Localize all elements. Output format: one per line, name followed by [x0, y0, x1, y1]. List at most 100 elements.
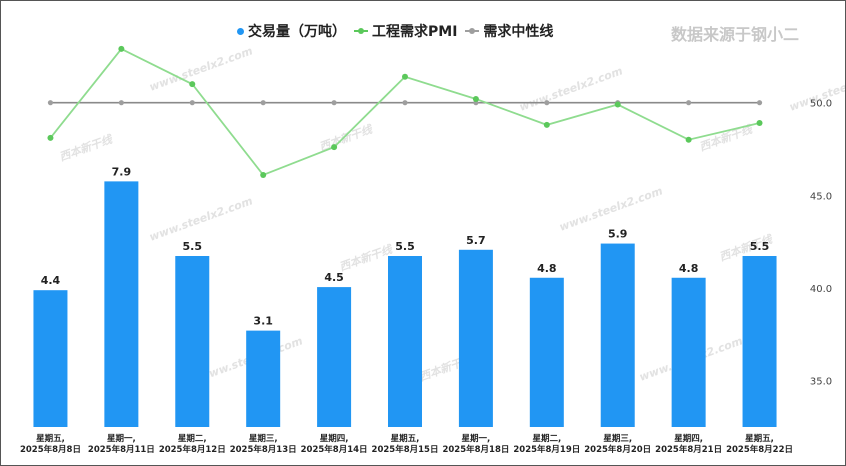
legend-neutral-label: 需求中性线 — [483, 24, 554, 40]
bar-data-label: 4.8 — [679, 262, 699, 275]
y-tick-label: 40.0 — [810, 284, 832, 295]
bar — [33, 290, 68, 427]
y-axis-right: 35.0 40.0 45.0 50.0 — [810, 99, 832, 388]
bar-data-label: 5.5 — [183, 240, 203, 253]
legend-item-neutral[interactable]: 需求中性线 — [465, 21, 553, 41]
x-tick-label-line: 2025年8月13日 — [230, 444, 297, 455]
bar — [458, 249, 493, 427]
pmi-point — [260, 171, 267, 178]
neutral-point — [260, 100, 266, 106]
legend-item-pmi[interactable]: 工程需求PMI — [354, 21, 457, 41]
bar — [388, 256, 422, 427]
pmi-point — [756, 120, 763, 127]
x-tick-label: 星期五, 2025年8月8日 — [20, 433, 81, 455]
x-tick-label-line: 2025年8月11日 — [88, 444, 155, 455]
bar — [600, 243, 635, 427]
bar — [742, 256, 777, 427]
x-tick-label-line: 2025年8月20日 — [584, 444, 651, 455]
neutral-point — [331, 100, 337, 106]
bar-data-label: 4.4 — [41, 274, 61, 287]
bar-data-label: 3.1 — [253, 315, 273, 328]
x-tick-label-line: 星期一, — [462, 433, 491, 444]
legend-item-volume[interactable]: 交易量（万吨） — [237, 21, 346, 41]
pmi-point — [472, 95, 479, 102]
legend: 交易量（万吨） 工程需求PMI 需求中性线 — [237, 21, 561, 41]
x-tick-label: 星期三, 2025年8月13日 — [230, 433, 297, 455]
bar — [671, 277, 706, 427]
pmi-point — [685, 136, 692, 143]
pmi-point — [614, 101, 621, 108]
pmi-point — [543, 121, 550, 128]
legend-neutral-marker-icon — [465, 28, 480, 34]
bar-data-label: 7.9 — [112, 165, 132, 178]
x-tick-label-line: 星期三, — [249, 433, 278, 444]
x-tick-label: 星期五, 2025年8月15日 — [372, 433, 439, 455]
bar — [317, 287, 352, 427]
pmi-point — [331, 144, 338, 151]
x-tick-label-line: 2025年8月14日 — [301, 444, 368, 455]
bar-data-label: 4.8 — [537, 262, 557, 275]
bar-data-label: 5.9 — [608, 228, 628, 241]
neutral-point — [189, 100, 195, 106]
x-tick-label: 星期四, 2025年8月14日 — [301, 433, 368, 455]
x-tick-label-line: 星期三, — [603, 433, 632, 444]
neutral-point — [756, 100, 763, 106]
pmi-point — [47, 134, 54, 141]
bar-data-label: 5.5 — [750, 240, 770, 253]
neutral-point — [544, 100, 550, 106]
x-tick-label-line: 2025年8月19日 — [513, 444, 580, 455]
x-tick-label-line: 2025年8月21日 — [655, 444, 722, 455]
x-tick-label-line: 2025年8月12日 — [159, 444, 226, 455]
bar — [246, 330, 281, 427]
watermark-text: 西本新干线 — [338, 242, 396, 274]
source-note: 数据来源于钢小二 — [670, 25, 799, 44]
bar-data-labels: 4.4 7.9 5.5 3.1 4.5 5.5 5.7 4.8 5.9 4.8 5.5 — [41, 165, 770, 327]
watermark-text: www.steelx2.com — [558, 184, 665, 233]
x-tick-label: 星期一, 2025年8月11日 — [88, 433, 155, 455]
x-tick-label-line: 星期五, — [745, 433, 774, 444]
bar — [104, 181, 139, 427]
x-tick-label-line: 2025年8月8日 — [20, 444, 81, 455]
x-tick-label-line: 星期二, — [178, 433, 207, 444]
x-tick-label: 星期二, 2025年8月12日 — [159, 433, 226, 455]
legend-pmi-marker-icon — [354, 28, 368, 34]
neutral-line-series — [47, 100, 763, 106]
watermark-text: 西本新干线 — [318, 122, 376, 154]
pmi-line — [49, 47, 760, 177]
pmi-point — [189, 81, 196, 88]
pmi-point — [402, 73, 408, 80]
x-tick-label: 星期二, 2025年8月19日 — [513, 433, 580, 455]
x-tick-label-line: 星期二, — [532, 433, 561, 444]
pmi-line-series — [47, 45, 763, 178]
watermark-text: www.steelx2.com — [148, 194, 255, 243]
x-tick-label: 星期四, 2025年8月21日 — [655, 433, 722, 455]
bar-data-label: 5.5 — [395, 240, 415, 253]
legend-volume-swatch-icon — [237, 27, 244, 35]
x-tick-label-line: 2025年8月22日 — [726, 444, 793, 455]
y-tick-label: 50.0 — [810, 99, 832, 110]
neutral-point — [118, 100, 124, 106]
pmi-point — [118, 45, 125, 52]
x-tick-label-line: 星期四, — [674, 433, 703, 444]
bar — [175, 256, 210, 427]
x-tick-label-line: 2025年8月18日 — [442, 444, 509, 455]
watermark-text: 西本新干线 — [58, 132, 116, 164]
bar — [529, 277, 564, 427]
x-tick-label: 星期三, 2025年8月20日 — [584, 433, 651, 455]
neutral-point — [47, 100, 54, 106]
legend-pmi-label: 工程需求PMI — [372, 24, 458, 40]
bar-data-label: 5.7 — [466, 234, 486, 247]
bar-series — [33, 181, 777, 427]
y-tick-label: 35.0 — [810, 377, 832, 388]
x-tick-label: 星期一, 2025年8月18日 — [442, 433, 509, 455]
x-tick-label-line: 星期五, — [391, 433, 420, 444]
x-tick-label-line: 星期五, — [36, 433, 65, 444]
bar-data-label: 4.5 — [324, 271, 344, 284]
y-tick-label: 45.0 — [810, 191, 832, 202]
x-tick-label-line: 2025年8月15日 — [372, 444, 439, 455]
legend-volume-label: 交易量（万吨） — [248, 24, 346, 40]
x-tick-label-line: 星期一, — [107, 433, 136, 444]
